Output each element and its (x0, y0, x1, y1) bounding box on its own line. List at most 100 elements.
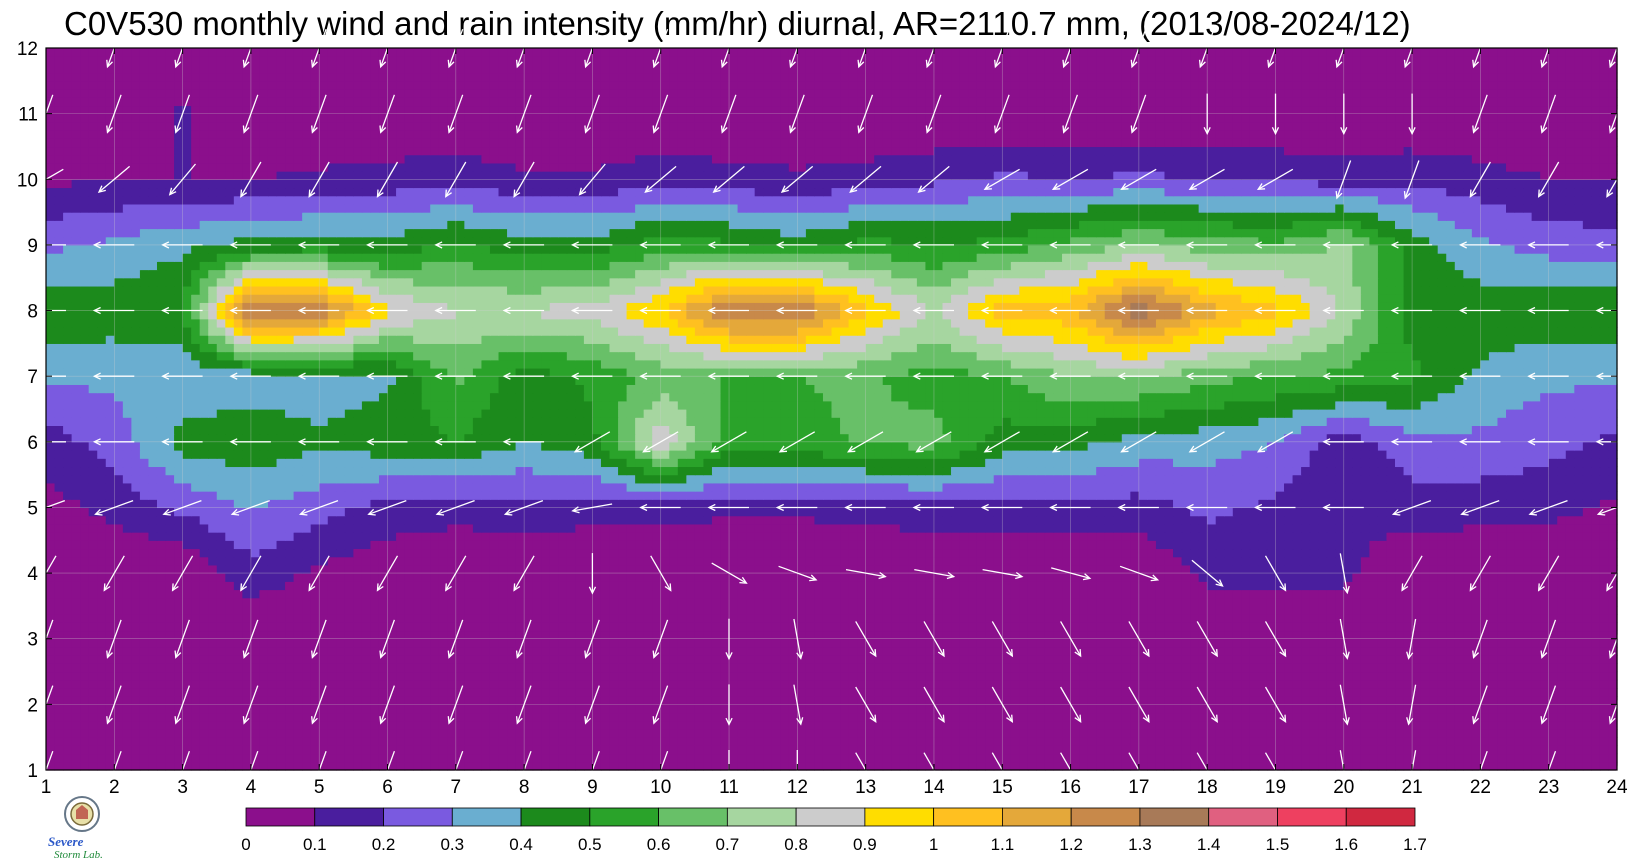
rain-cell (1318, 597, 1328, 607)
rain-cell (46, 728, 56, 738)
rain-cell (336, 671, 346, 681)
rain-cell (831, 589, 841, 599)
rain-cell (899, 573, 909, 582)
rain-cell (1275, 605, 1285, 615)
rain-cell (1352, 737, 1362, 746)
rain-cell (1224, 655, 1234, 664)
rain-cell (942, 737, 952, 746)
rain-cell (959, 712, 969, 722)
rain-cell (1454, 704, 1464, 714)
rain-cell (361, 556, 372, 566)
rain-cell (1215, 728, 1225, 738)
rain-cell (899, 564, 909, 574)
rain-cell (105, 687, 115, 697)
rain-cell (1249, 589, 1259, 599)
rain-cell (1352, 655, 1362, 664)
rain-cell (805, 687, 816, 697)
rain-cell (396, 622, 406, 632)
rain-cell (310, 679, 320, 689)
rain-cell (378, 630, 389, 640)
rain-cell (1036, 704, 1046, 714)
rain-cell (191, 663, 201, 673)
rain-cell (276, 712, 286, 722)
rain-cell (703, 622, 713, 632)
rain-cell (635, 728, 645, 738)
rain-cell (71, 720, 81, 730)
rain-cell (737, 720, 747, 730)
rain-cell (677, 638, 687, 648)
rain-cell (447, 737, 457, 746)
rain-cell (1582, 581, 1592, 591)
rain-cell (865, 655, 875, 664)
rain-cell (1036, 687, 1046, 697)
rain-cell (1053, 630, 1063, 640)
rain-cell (63, 638, 73, 648)
rain-cell (165, 687, 175, 697)
rain-cell (1309, 646, 1319, 656)
rain-cell (1446, 605, 1456, 615)
rain-cell (703, 556, 713, 566)
rain-cell (344, 745, 354, 755)
rain-cell (131, 548, 141, 558)
rain-cell (131, 646, 141, 656)
rain-cell (515, 696, 525, 705)
rain-cell (515, 737, 525, 746)
rain-cell (1429, 712, 1439, 722)
rain-cell (1087, 720, 1097, 730)
rain-cell (1292, 679, 1302, 689)
rain-cell (114, 745, 124, 755)
rain-cell (857, 704, 867, 714)
rain-cell (63, 761, 73, 771)
rain-cell (976, 564, 986, 574)
rain-cell (336, 753, 346, 763)
rain-cell (993, 679, 1003, 689)
rain-cell (1531, 655, 1541, 664)
rain-cell (976, 622, 986, 632)
rain-cell (583, 728, 594, 738)
rain-cell (720, 581, 730, 591)
rain-cell (1326, 737, 1336, 746)
rain-cell (694, 589, 705, 599)
rain-cell (575, 712, 585, 722)
rain-cell (1360, 556, 1370, 566)
rain-cell (805, 728, 816, 738)
rain-cell (1463, 671, 1473, 681)
rain-cell (1377, 589, 1388, 599)
rain-cell (267, 753, 278, 763)
rain-cell (1343, 589, 1353, 599)
rain-cell (1429, 745, 1439, 755)
rain-cell (1403, 589, 1413, 599)
rain-cell (1360, 655, 1370, 664)
rain-cell (541, 614, 551, 623)
rain-cell (1164, 646, 1174, 656)
rain-cell (840, 597, 850, 607)
rain-cell (1173, 589, 1183, 599)
rain-cell (635, 573, 645, 582)
rain-cell (447, 548, 457, 558)
rain-cell (942, 696, 952, 705)
rain-cell (788, 638, 798, 648)
rain-cell (1574, 687, 1584, 697)
rain-cell (1044, 564, 1055, 574)
rain-cell (1215, 753, 1225, 763)
rain-cell (558, 548, 568, 558)
rain-cell (1079, 573, 1089, 582)
rain-cell (80, 564, 90, 574)
rain-cell (489, 679, 500, 689)
rain-cell (71, 556, 81, 566)
rain-cell (515, 687, 525, 697)
rain-cell (840, 679, 850, 689)
rain-cell (618, 712, 628, 722)
rain-cell (80, 720, 90, 730)
rain-cell (566, 753, 576, 763)
rain-cell (985, 720, 995, 730)
rain-cell (1488, 638, 1499, 648)
rain-cell (353, 638, 363, 648)
rain-cell (233, 663, 243, 673)
rain-cell (413, 581, 423, 591)
rain-cell (1412, 614, 1422, 623)
rain-cell (771, 630, 781, 640)
rain-cell (1266, 597, 1277, 607)
rain-cell (618, 597, 628, 607)
